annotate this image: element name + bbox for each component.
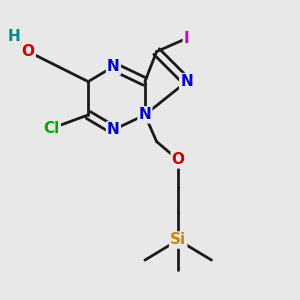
- Text: Si: Si: [170, 232, 186, 247]
- Text: N: N: [107, 59, 120, 74]
- Text: I: I: [184, 31, 189, 46]
- Text: N: N: [139, 107, 151, 122]
- Text: Cl: Cl: [44, 121, 60, 136]
- Text: O: O: [22, 44, 35, 59]
- Text: H: H: [8, 29, 20, 44]
- Text: O: O: [172, 152, 185, 167]
- Text: N: N: [180, 74, 193, 89]
- Text: N: N: [107, 122, 120, 137]
